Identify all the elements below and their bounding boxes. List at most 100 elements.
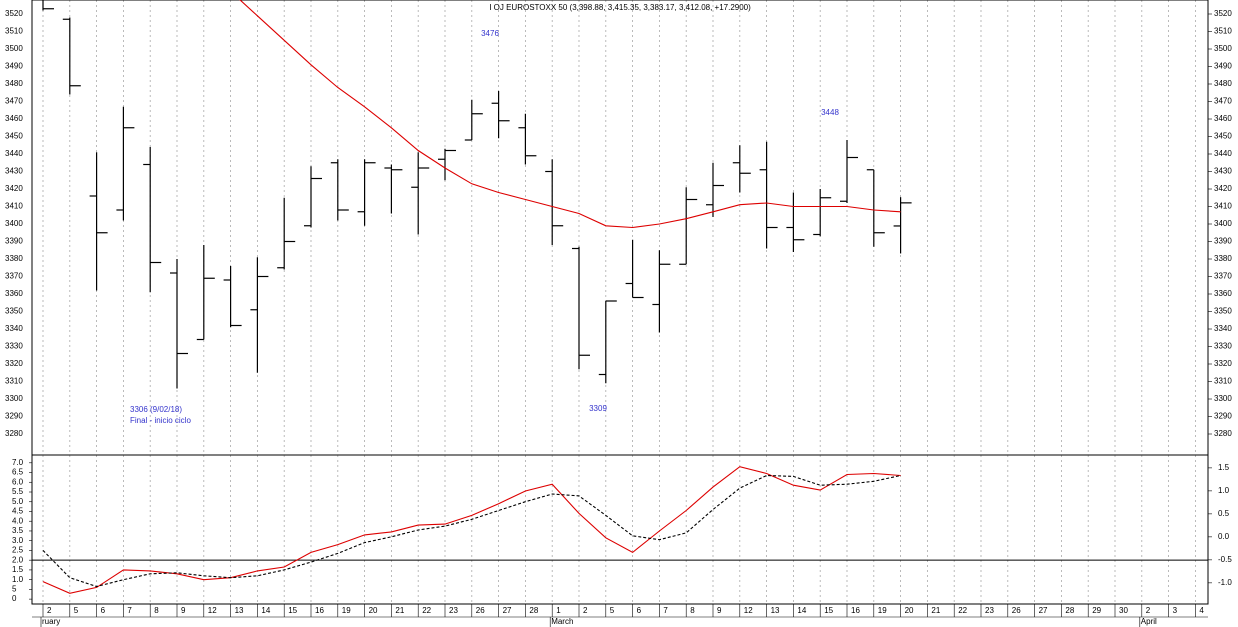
lower-panel-frame [31,454,1209,605]
annotation: 3306 (9/02/18) [130,405,182,414]
y-tick-label: 5.0 [12,497,24,506]
x-tick-label: 4 [1199,606,1204,615]
y-tick-label-right: 3460 [1214,114,1232,123]
y-tick-label: 3350 [5,307,23,316]
y-tick-label: 3310 [5,377,23,386]
ohlc-bar [223,266,242,328]
ohlc-bar [893,197,912,254]
y-tick-label: 6.5 [12,468,24,477]
y-tick-label: 3290 [5,412,23,421]
x-tick-label: 26 [476,606,485,615]
y-tick-label-right: 3520 [1214,9,1232,18]
y-tick-label: 3280 [5,429,23,438]
x-tick-label: 14 [797,606,806,615]
x-tick-label: 7 [127,606,132,615]
y-tick-label: 3410 [5,202,23,211]
y-tick-label: 3320 [5,359,23,368]
y-tick-label: 2.0 [12,555,24,564]
x-tick-label: 20 [369,606,378,615]
y-tick-label: 3430 [5,167,23,176]
ohlc-bar [170,259,188,389]
y2-tick-label: 1.5 [1218,463,1230,472]
ohlc-bar [438,148,456,181]
y-tick-label: 7.0 [12,458,24,467]
x-tick-label: 15 [288,606,297,615]
y-tick-label: 3380 [5,254,23,263]
y-tick-label-right: 3310 [1214,377,1232,386]
x-tick-label: 14 [261,606,270,615]
y-tick-label-right: 3280 [1214,429,1232,438]
x-tick-label: 2 [47,606,52,615]
x-tick-label: 19 [878,606,887,615]
y-tick-label-right: 3400 [1214,219,1232,228]
ohlc-bar [357,159,376,226]
ohlc-bar [89,152,108,291]
ohlc-bar [518,113,537,165]
y2-tick-label: -1.0 [1218,578,1232,587]
ohlc-bar [304,166,322,228]
oscillator-line [42,466,901,594]
ohlc-bar [384,164,403,214]
y-tick-label-right: 3450 [1214,132,1232,141]
ohlc-bar [813,189,832,237]
y-tick-label-right: 3320 [1214,359,1232,368]
y2-tick-label: 1.0 [1218,486,1230,495]
ohlc-bar [598,300,617,384]
ohlc-bar [330,159,349,221]
x-tick-label: 2 [583,606,588,615]
y-tick-label: 3490 [5,62,23,71]
chart-title: I OJ EUROSTOXX 50 (3,398.88, 3,415.35, 3… [489,3,751,12]
ohlc-bar [143,147,162,293]
x-tick-label: 23 [449,606,458,615]
ohlc-bar [706,162,724,217]
annotation: 3309 [589,404,607,413]
y2-tick-label: -0.5 [1218,555,1232,564]
y-tick-label: 5 [12,585,17,594]
annotation: Final - inicio ciclo [130,416,191,425]
y-tick-label: 3330 [5,342,23,351]
y-tick-label-right: 3420 [1214,184,1232,193]
x-tick-label: 8 [154,606,159,615]
ohlc-bar [250,257,269,373]
x-tick-label: 8 [690,606,695,615]
y-tick-label: 3510 [5,27,23,36]
ohlc-bar [786,192,805,252]
y-tick-label: 3.0 [12,536,24,545]
x-tick-label: 15 [824,606,833,615]
x-tick-label: 16 [315,606,324,615]
x-tick-label: 20 [905,606,914,615]
x-tick-label: 12 [208,606,217,615]
y-tick-label-right: 3360 [1214,289,1232,298]
y-tick-label: 3340 [5,324,23,333]
y-tick-label: 3520 [5,9,23,18]
y-tick-label: 3360 [5,289,23,298]
y-tick-label-right: 3330 [1214,342,1232,351]
x-tick-label: 16 [851,606,860,615]
ohlc-bar [759,141,778,249]
ohlc-bar [572,246,590,370]
y-tick-label-right: 3370 [1214,272,1232,281]
month-label: ruary [42,617,60,626]
x-tick-label: 19 [342,606,351,615]
ohlc-bar [545,159,564,245]
x-tick-label: 9 [717,606,722,615]
ohlc-bar [116,106,135,221]
ohlc-bar [196,245,215,341]
y-tick-label: 3.5 [12,526,24,535]
ohlc-bar [277,197,296,270]
x-tick-label: 7 [663,606,668,615]
ohlc-bar [840,140,858,203]
x-tick-label: 23 [985,606,994,615]
x-tick-label: 21 [931,606,940,615]
x-tick-label: 30 [1119,606,1128,615]
y-tick-label: 3450 [5,132,23,141]
annotation: 3476 [481,29,499,38]
ohlc-bar [411,152,430,235]
y-tick-label: 3420 [5,184,23,193]
y-tick-label-right: 3290 [1214,412,1232,421]
ohlc-bar [866,169,885,247]
ohlc-bar [42,0,54,11]
y-tick-label: 6.0 [12,477,24,486]
